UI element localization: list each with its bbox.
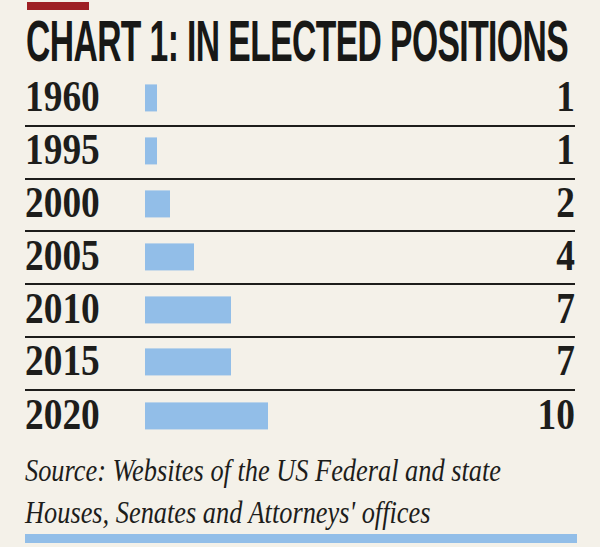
value-bar (145, 85, 157, 112)
year-label: 2010 (25, 283, 100, 334)
chart-title: CHART 1: IN ELECTED POSITIONS (26, 12, 568, 70)
chart-row: 2015 7 (25, 338, 575, 391)
value-label: 1 (556, 125, 575, 176)
value-bar (145, 349, 231, 376)
bar-chart: 1960 1 1995 1 2000 2 2005 4 2010 7 2015 … (25, 74, 575, 444)
chart-row: 1960 1 (25, 74, 575, 127)
year-label: 2005 (25, 230, 100, 281)
year-label: 2015 (25, 336, 100, 387)
value-bar (145, 190, 170, 217)
value-label: 7 (556, 336, 575, 387)
year-label: 1960 (25, 72, 100, 123)
value-bar (145, 403, 268, 430)
chart-row: 2000 2 (25, 180, 575, 233)
year-label: 1995 (25, 125, 100, 176)
source-line-1: Source: Websites of the US Federal and s… (25, 453, 501, 488)
value-label: 4 (556, 230, 575, 281)
value-bar (145, 296, 231, 323)
value-bar (145, 243, 194, 270)
value-bar (145, 138, 157, 165)
year-label: 2020 (25, 390, 100, 441)
value-label: 7 (556, 283, 575, 334)
chart-row: 1995 1 (25, 127, 575, 180)
bottom-accent-bar (25, 534, 577, 543)
chart-card: CHART 1: IN ELECTED POSITIONS 1960 1 199… (0, 0, 600, 547)
source-line-2: Houses, Senates and Attorneys' offices (25, 495, 430, 530)
source-note: Source: Websites of the US Federal and s… (25, 450, 501, 534)
chart-row: 2010 7 (25, 285, 575, 338)
year-label: 2000 (25, 177, 100, 228)
value-label: 2 (556, 177, 575, 228)
chart-row: 2005 4 (25, 232, 575, 285)
chart-row: 2020 10 (25, 391, 575, 444)
value-label: 10 (538, 390, 575, 441)
value-label: 1 (556, 72, 575, 123)
